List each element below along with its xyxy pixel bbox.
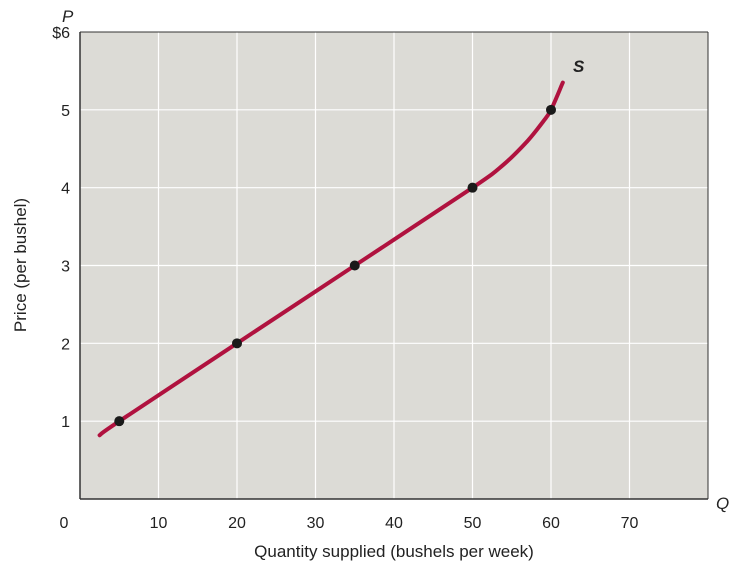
- data-points: [114, 104, 556, 427]
- x-tick-label-10: 10: [150, 515, 168, 532]
- data-point-35-3: [349, 260, 360, 271]
- data-point-50-4: [467, 182, 478, 193]
- x-axis-title: Quantity supplied (bushels per week): [254, 542, 534, 561]
- data-point-5-1: [114, 416, 125, 427]
- y-tick-label-3: 3: [61, 259, 70, 276]
- y-tick-label-6: $6: [52, 25, 70, 42]
- x-tick-label-60: 60: [542, 515, 560, 532]
- x-tick-labels: 0 10 20 30 40 50 60 70: [60, 515, 639, 532]
- axes: [79, 31, 709, 500]
- x-tick-label-40: 40: [385, 515, 403, 532]
- y-tick-label-5: 5: [61, 103, 70, 120]
- x-tick-label-30: 30: [307, 515, 325, 532]
- data-point-60-5: [546, 104, 556, 115]
- x-tick-label-20: 20: [228, 515, 246, 532]
- y-axis-title: Price (per bushel): [11, 198, 30, 332]
- x-tick-label-0: 0: [60, 515, 69, 532]
- x-tick-label-70: 70: [621, 515, 639, 532]
- supply-curve-label: S: [573, 57, 585, 76]
- y-tick-labels: 1 2 3 4 5 $6: [52, 25, 70, 431]
- x-tick-label-50: 50: [464, 515, 482, 532]
- x-axis-letter: Q: [716, 494, 729, 513]
- y-tick-label-4: 4: [61, 181, 70, 198]
- data-point-20-2: [232, 338, 242, 349]
- y-tick-label-1: 1: [61, 414, 70, 431]
- y-tick-label-2: 2: [61, 336, 70, 353]
- y-axis-letter: P: [62, 7, 74, 26]
- grid-lines: [80, 32, 708, 499]
